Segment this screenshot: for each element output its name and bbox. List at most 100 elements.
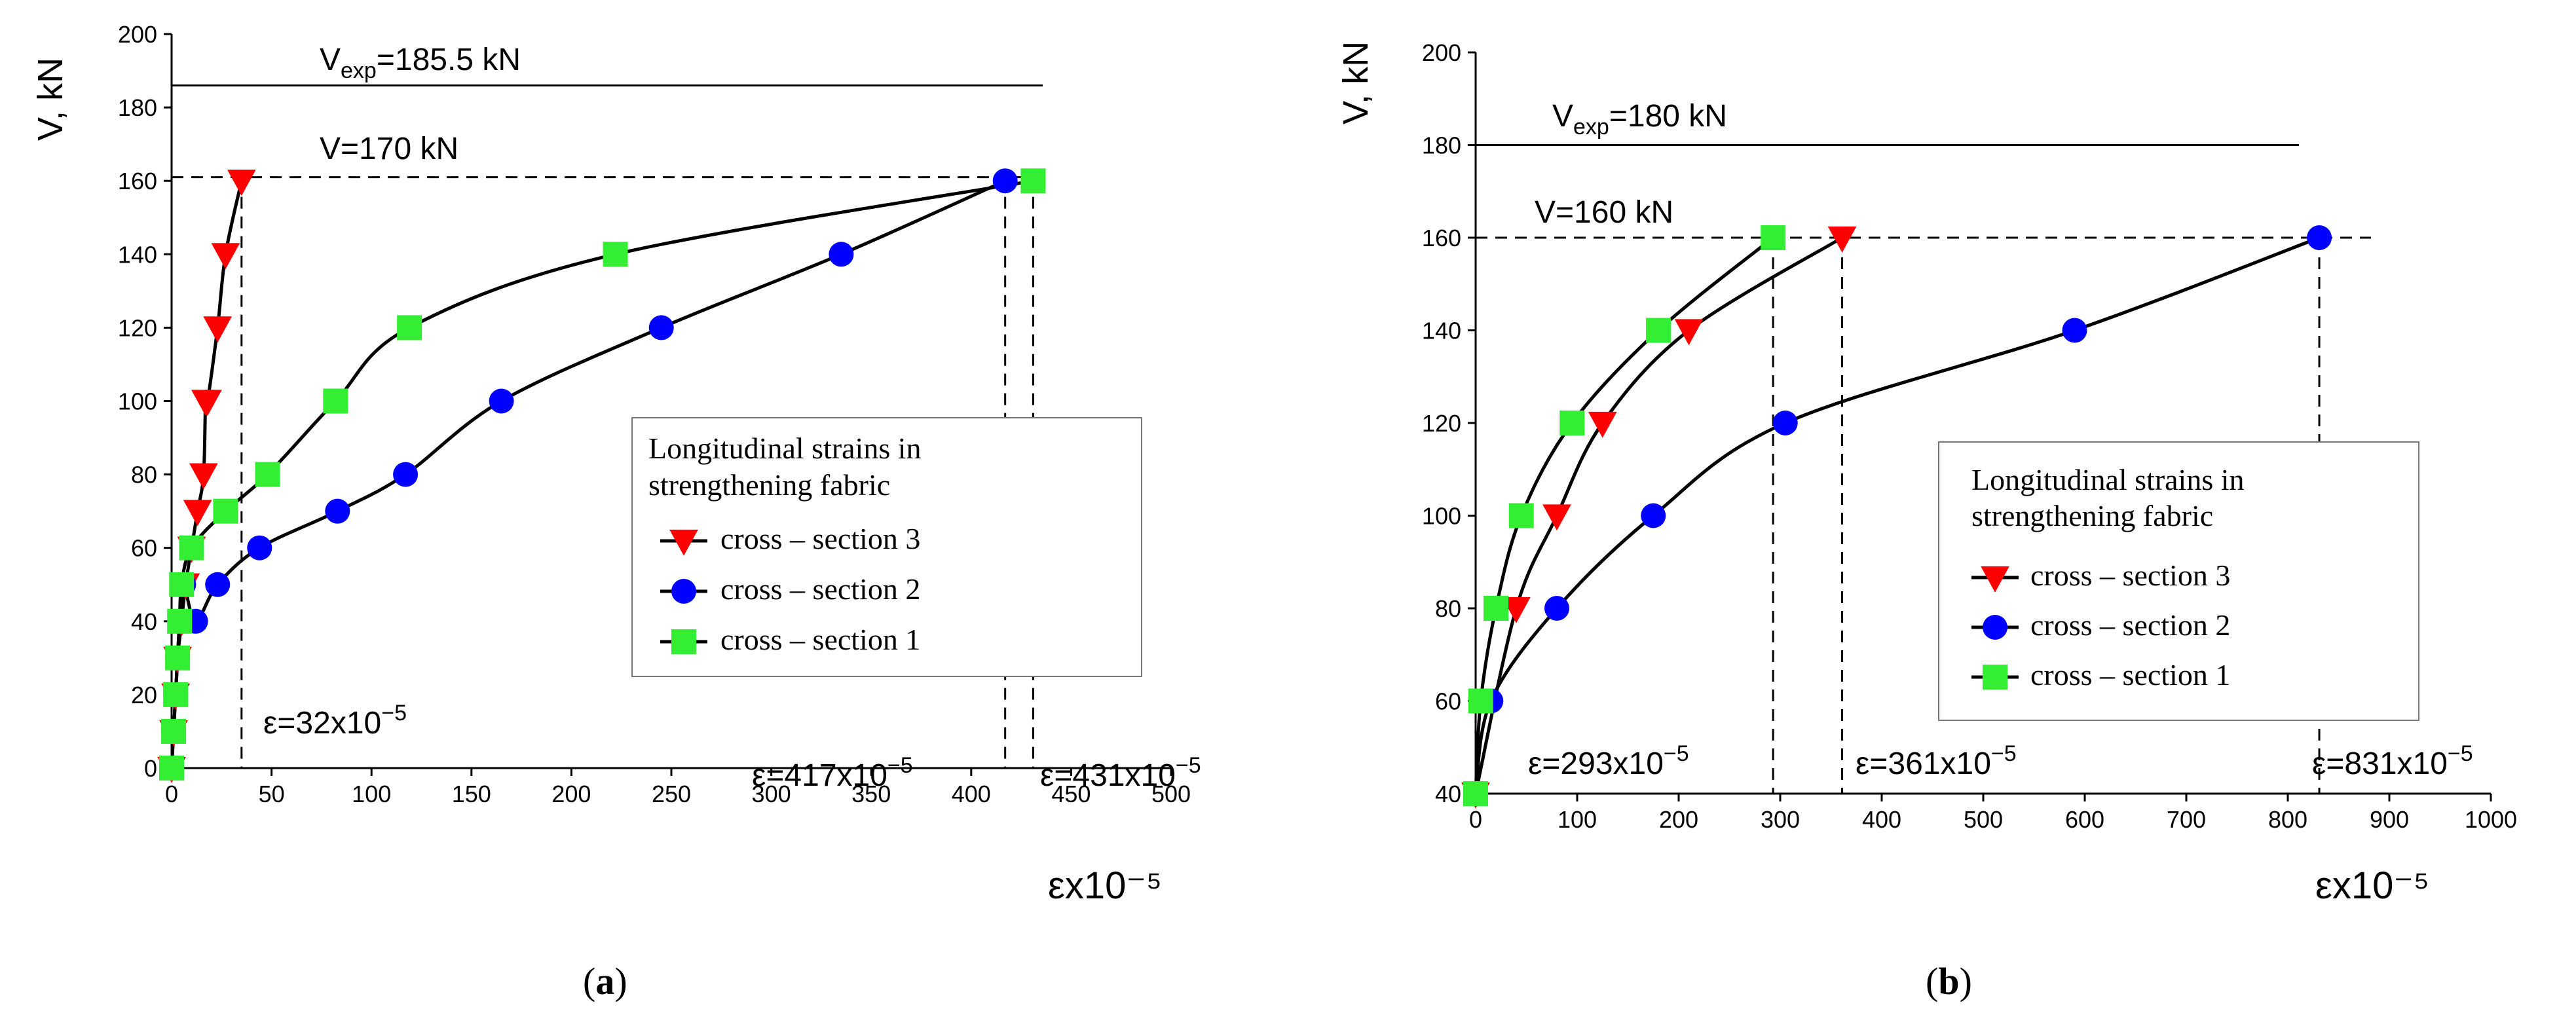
panel-a-xtick-label-4: 200	[551, 781, 591, 807]
panel-a-xtick-label-9: 450	[1051, 781, 1091, 807]
panel-a-legend-marker-2	[671, 579, 696, 604]
panel-a-xtick-label-0: 0	[165, 781, 178, 807]
panel-a-xtick-label-6: 300	[752, 781, 791, 807]
panel-a-ytick-label-2: 40	[131, 608, 157, 635]
panel-a-xtick-label-8: 400	[952, 781, 991, 807]
panel-b-series-3-square-marker-4	[1559, 411, 1585, 435]
panel-a-series-2-circle-marker-12	[648, 315, 674, 340]
panel-a-series-3-square-marker-9	[323, 388, 348, 414]
panel-a-vexp-label-rest: =185.5 kN	[377, 43, 521, 77]
panel-b-legend-title-1: Longitudinal strains in	[1971, 463, 2245, 496]
panel-a-strain-exp-2: −5	[887, 753, 913, 778]
panel-a-series-3-square-marker-4	[167, 608, 193, 634]
panel-a-legend-entry-3: cross – section 1	[720, 623, 920, 656]
panel-b-series-line-1	[1474, 236, 1843, 794]
panel-b-series-1-triangle-marker-2	[1542, 504, 1571, 531]
panel-a-series-2-circle-marker-13	[829, 242, 854, 267]
panel-b-xtick-label-7: 700	[2167, 806, 2206, 833]
panel-a-series-3-square-marker-3	[165, 645, 191, 671]
panel-b-y-label: V, kN	[1336, 41, 1375, 124]
panel-a-vexp-label-main: V	[320, 43, 341, 77]
panel-b-strain-label-3: ε=831x10−5	[2312, 741, 2473, 781]
panel-a-y-label: V, kN	[31, 58, 70, 141]
panel-a-series-2-circle-marker-14	[992, 168, 1018, 194]
panel-b-strain-label-1: ε=293x10−5	[1528, 741, 1689, 781]
panel-a-ytick-label-8: 160	[118, 168, 157, 194]
panel-a-series-2-circle-marker-7	[205, 572, 231, 597]
panel-b-series-3-square-marker-5	[1646, 318, 1671, 343]
panel-b-xtick-label-6: 600	[2065, 806, 2104, 833]
panel-a-ytick-label-0: 0	[144, 755, 157, 782]
panel-b-series-3-square-marker-1	[1468, 688, 1493, 714]
panel-a-vexp-label-sub: exp	[341, 58, 377, 83]
panel-a-series-2-circle-marker-9	[325, 498, 350, 524]
panel-b-xtick-label-4: 400	[1862, 806, 1901, 833]
panel-b-series-1-triangle-marker-1	[1502, 597, 1531, 623]
panel-a-series-2-circle-marker-10	[393, 462, 419, 487]
panel-b-xtick-label-9: 900	[2370, 806, 2409, 833]
panel-a-strain-text-1: ε=32x10	[263, 706, 381, 741]
panel-a-series-2-circle-marker-11	[489, 388, 514, 414]
chart-panel-a: 0 50 100 150 200 250 300 350 400 450 500 0 20 40 60 80 1…	[31, 21, 1201, 907]
panel-b-xtick-label-1: 100	[1558, 806, 1597, 833]
panel-b-series-2-circle-marker-5	[2062, 318, 2087, 343]
panel-b-legend-box	[1938, 441, 2419, 721]
caption-a: (a)	[583, 960, 627, 1002]
panel-a-series-1-triangle-marker-8	[189, 463, 218, 490]
panel-a-strain-label-3: ε=431x10−5	[1040, 753, 1201, 793]
panel-b-ytick-label-0: 40	[1435, 781, 1461, 807]
panel-b-strain-text-3: ε=831x10	[2312, 746, 2448, 781]
panel-b-series-2-circle-marker-4	[1772, 411, 1798, 435]
panel-a-legend-title-2: strengthening fabric	[648, 468, 890, 502]
panel-a-ytick-label-10: 200	[118, 21, 157, 48]
panel-a-series-3-square-marker-1	[161, 718, 187, 744]
panel-a-vexp-label: Vexp=185.5 kN	[320, 43, 521, 83]
panel-b-ytick-label-2: 80	[1435, 595, 1461, 622]
panel-b-ytick-label-4: 120	[1422, 410, 1461, 437]
panel-b-series-3-square-marker-3	[1508, 503, 1534, 528]
panel-a-ytick-label-4: 80	[131, 462, 157, 488]
panel-b-ytick-label-3: 100	[1422, 503, 1461, 530]
panel-b-series-line-2	[1474, 236, 2320, 794]
caption-a-open: (	[583, 960, 595, 1002]
panel-b-legend-marker-3	[1983, 665, 2007, 690]
panel-b-series-1-triangle-marker-3	[1588, 411, 1617, 438]
caption-b-letter: b	[1938, 960, 1959, 1002]
panel-b-series-1-triangle-marker-5	[1827, 226, 1857, 253]
panel-a-series-1-triangle-marker-12	[211, 243, 240, 270]
panel-b-series-2-circle-marker-2	[1544, 596, 1569, 621]
panel-b-xtick-label-3: 300	[1761, 806, 1800, 833]
panel-b-legend-marker-2	[1983, 615, 2007, 640]
panel-a-series-3-square-marker-6	[179, 535, 204, 561]
panel-a-ytick-label-6: 120	[118, 314, 157, 341]
panel-a-legend-marker-1	[669, 529, 698, 556]
panel-b-xtick-label-2: 200	[1659, 806, 1698, 833]
caption-a-close: )	[614, 960, 627, 1002]
panel-a-series-2-circle-marker-8	[247, 535, 272, 561]
panel-b-ytick-label-7: 180	[1422, 132, 1461, 159]
panel-a-series-3-square-marker-8	[255, 462, 280, 487]
panel-a-xtick-label-2: 100	[352, 781, 391, 807]
panel-b-series-1-triangle-marker-4	[1674, 319, 1704, 346]
panel-a-series-3-square-marker-12	[1020, 168, 1046, 194]
chart-panel-b: 0 100 200 300 400 500 600 700 800 900 1000 40 60 80 10…	[1336, 39, 2517, 907]
panel-a-series-1-triangle-marker-11	[203, 316, 233, 343]
panel-a-xtick-label-3: 150	[452, 781, 491, 807]
panel-a-xtick-label-1: 50	[259, 781, 285, 807]
panel-a-series-3-square-marker-10	[397, 315, 422, 340]
panel-a-legend: Longitudinal strains in strengthening fa…	[631, 417, 1142, 677]
panel-a-strain-exp-1: −5	[381, 701, 407, 726]
panel-b-xtick-label-5: 500	[1964, 806, 2003, 833]
panel-b-vexp-label-sub: exp	[1573, 115, 1609, 139]
panel-a-x-label: εx10⁻⁵	[1048, 864, 1162, 907]
panel-a-series-3-square-marker-0	[159, 756, 184, 781]
panel-a-series-1-triangle-marker-10	[193, 390, 222, 416]
panel-b-legend-title-2: strengthening fabric	[1971, 499, 2213, 532]
panel-a-ytick-label-3: 60	[131, 535, 157, 562]
panel-a-series-3-square-marker-7	[213, 498, 238, 524]
panel-b-series-3-square-marker-0	[1463, 781, 1488, 806]
panel-a-series-3-square-marker-5	[169, 572, 195, 597]
panel-b-vexp-label: Vexp=180 kN	[1552, 99, 1727, 139]
panel-a-xtick-label-10: 500	[1151, 781, 1191, 807]
panel-a-strain-exp-3: −5	[1176, 753, 1201, 778]
